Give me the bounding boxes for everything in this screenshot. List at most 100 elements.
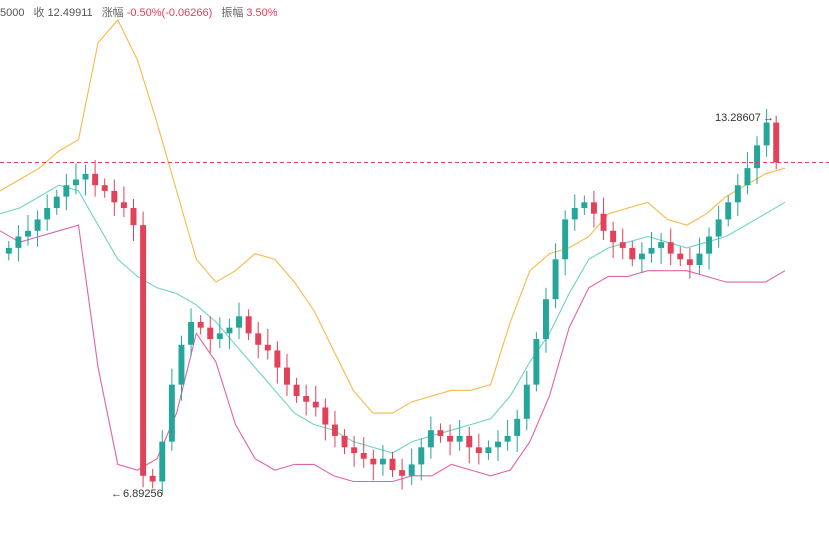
candle-body: [351, 447, 358, 454]
candle: [447, 424, 454, 456]
change-value: -0.50%(-0.06266): [126, 7, 213, 19]
candle: [120, 186, 127, 218]
candle-body: [15, 236, 22, 248]
candle: [418, 438, 425, 481]
candle-body: [44, 208, 51, 220]
candle-body: [706, 236, 713, 254]
candle: [331, 410, 338, 448]
upper-band-line: [0, 19, 786, 414]
candle-body: [754, 145, 760, 169]
candle: [715, 205, 722, 248]
candle: [562, 210, 569, 276]
candle: [456, 419, 463, 451]
candle-body: [590, 202, 597, 214]
candle-body: [725, 202, 732, 220]
candle-body: [581, 202, 588, 209]
candle: [226, 318, 233, 350]
candle-body: [495, 441, 501, 448]
candle-body: [303, 396, 310, 402]
candle: [207, 316, 214, 353]
candle-body: [236, 316, 242, 328]
candle-body: [120, 202, 127, 209]
candle-body: [523, 384, 530, 419]
candle-body: [370, 458, 377, 465]
candle: [677, 246, 684, 267]
candle: [773, 115, 780, 170]
candle: [600, 197, 607, 240]
candle-body: [149, 475, 156, 482]
candle: [245, 309, 252, 341]
open-value-fragment: 5000: [0, 7, 25, 19]
candle: [610, 221, 617, 259]
candle-body: [72, 179, 79, 186]
candle-body: [216, 333, 223, 340]
candle: [581, 195, 588, 215]
candle: [638, 242, 645, 273]
candle: [53, 189, 60, 215]
candle: [754, 136, 760, 185]
candle: [264, 328, 271, 360]
candle-body: [130, 208, 137, 226]
candle-body: [562, 219, 569, 260]
candle-body: [543, 299, 549, 340]
candle: [168, 368, 175, 451]
candle: [571, 194, 578, 231]
candle: [533, 332, 540, 392]
candle: [188, 308, 195, 357]
candle-body: [629, 247, 636, 260]
candle-body: [53, 196, 60, 209]
candle-body: [686, 259, 693, 265]
candle: [130, 198, 137, 242]
candle-body: [638, 253, 645, 260]
candle: [399, 458, 406, 490]
candle-body: [226, 327, 233, 334]
candle-body: [140, 225, 147, 476]
candle-body: [399, 470, 406, 476]
candle-body: [197, 321, 204, 328]
candle-body: [571, 208, 578, 220]
candle: [341, 429, 348, 455]
candle: [485, 440, 492, 460]
candle: [159, 430, 166, 496]
candle-body: [331, 424, 338, 436]
candle-body: [485, 447, 492, 454]
candle-body: [610, 230, 617, 243]
change-label: 涨幅: [101, 7, 124, 19]
candle: [619, 228, 626, 260]
candle: [504, 419, 511, 451]
candle-body: [418, 447, 425, 465]
candle: [734, 173, 741, 216]
candle-body: [504, 435, 511, 442]
candle-body: [552, 259, 559, 300]
ohlc-info-bar: 5000 收 12.49911 涨幅 -0.50%(-0.06266) 振幅 3.50…: [0, 4, 284, 20]
candle-body: [773, 122, 780, 163]
candle: [44, 194, 51, 231]
candle-body: [188, 321, 195, 345]
close-value: 12.49911: [47, 7, 93, 19]
candle: [495, 430, 501, 461]
candle: [15, 225, 22, 262]
candle: [629, 241, 636, 267]
candle: [552, 243, 559, 309]
candle-body: [734, 185, 741, 203]
candle: [303, 384, 310, 416]
candle-body: [274, 350, 281, 368]
candle-body: [696, 253, 703, 265]
candle: [763, 108, 770, 157]
candle-body: [408, 464, 415, 476]
candle-body: [763, 122, 770, 146]
amplitude-value: 3.50%: [246, 7, 278, 19]
candle: [466, 426, 473, 464]
candle-body: [619, 242, 626, 248]
candle-body: [447, 435, 454, 442]
candle-body: [168, 384, 175, 442]
candle-body: [341, 435, 348, 448]
candle: [236, 302, 242, 340]
candle: [63, 173, 70, 211]
candle: [72, 163, 79, 195]
candle: [658, 233, 665, 264]
candle: [101, 178, 108, 198]
candle-body: [648, 247, 655, 254]
